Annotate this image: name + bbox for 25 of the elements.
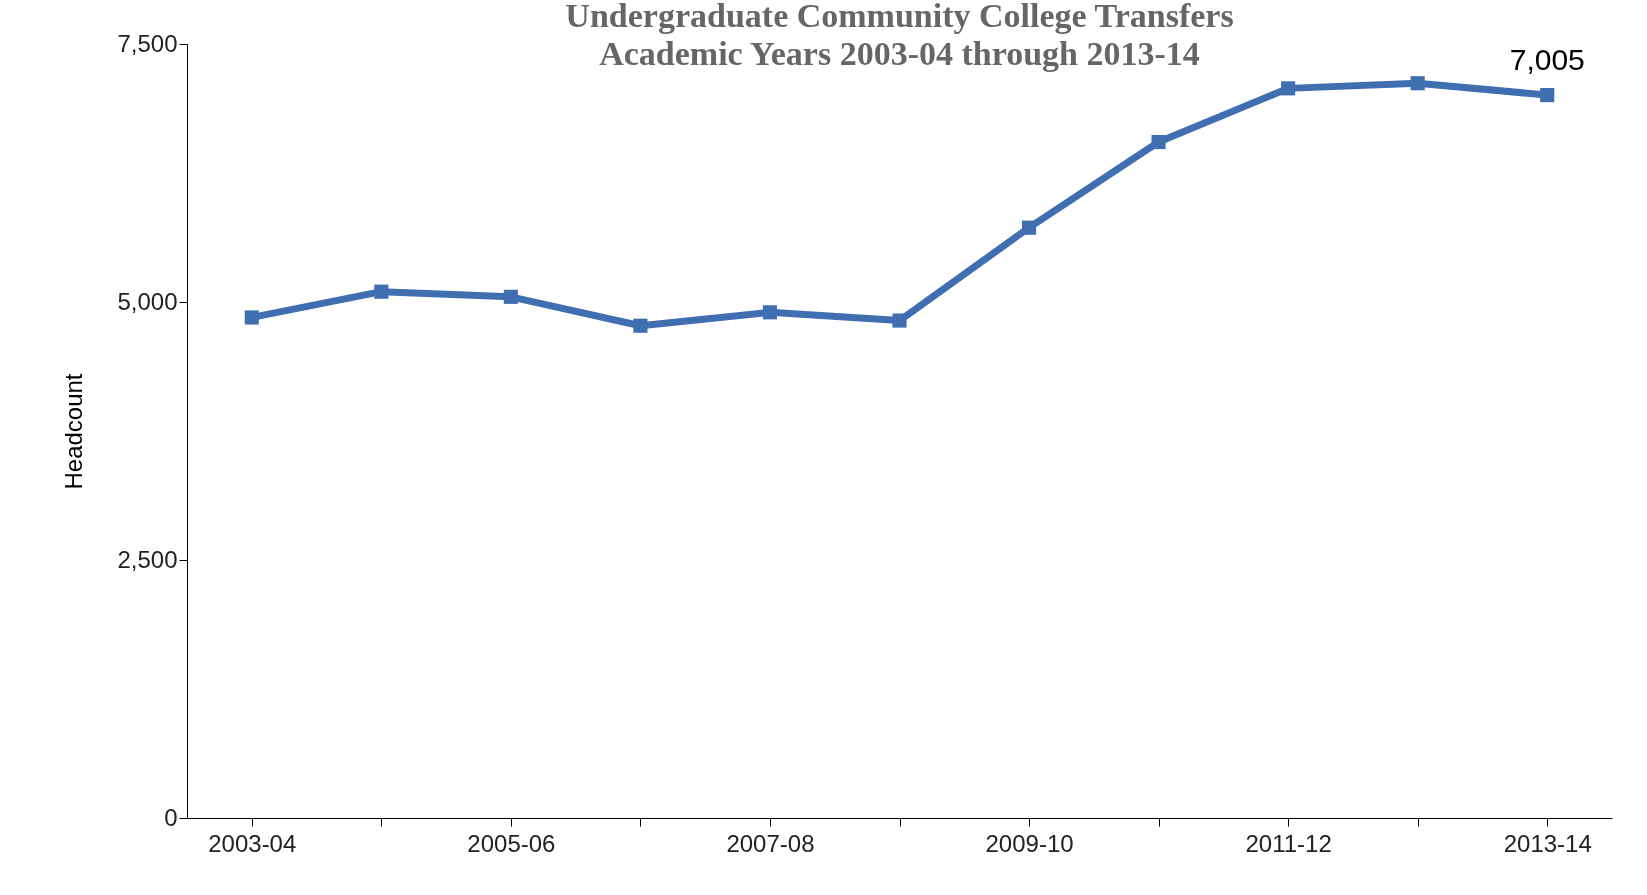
x-tick-label: 2013-14 <box>1503 829 1592 857</box>
data-label: 7,005 <box>1509 43 1585 77</box>
y-tick-label: 0 <box>164 803 178 831</box>
point <box>1281 81 1296 96</box>
chart-subtitle: Academic Years 2003-04 through 2013-14 <box>599 35 1200 72</box>
point <box>503 289 518 304</box>
x-tick-label: 2005-06 <box>467 829 556 857</box>
point <box>762 305 778 320</box>
x-tick-label: 2003-04 <box>208 829 297 857</box>
y-axis-title: Headcount <box>60 373 88 490</box>
chart-title: Undergraduate Community College Transfers <box>565 0 1234 34</box>
point <box>374 284 389 299</box>
point <box>633 318 648 333</box>
point <box>244 310 259 325</box>
point <box>1021 220 1037 235</box>
point <box>892 313 907 328</box>
y-tick-label: 5,000 <box>117 287 178 315</box>
point <box>1540 88 1555 103</box>
x-tick-label: 2011-12 <box>1245 829 1332 857</box>
x-tick-label: 2007-08 <box>726 829 815 857</box>
point <box>1410 76 1425 91</box>
y-tick-label: 2,500 <box>117 545 178 573</box>
point <box>1151 134 1166 150</box>
x-tick-label: 2009-10 <box>985 829 1074 857</box>
y-tick-label: 7,500 <box>117 29 178 57</box>
